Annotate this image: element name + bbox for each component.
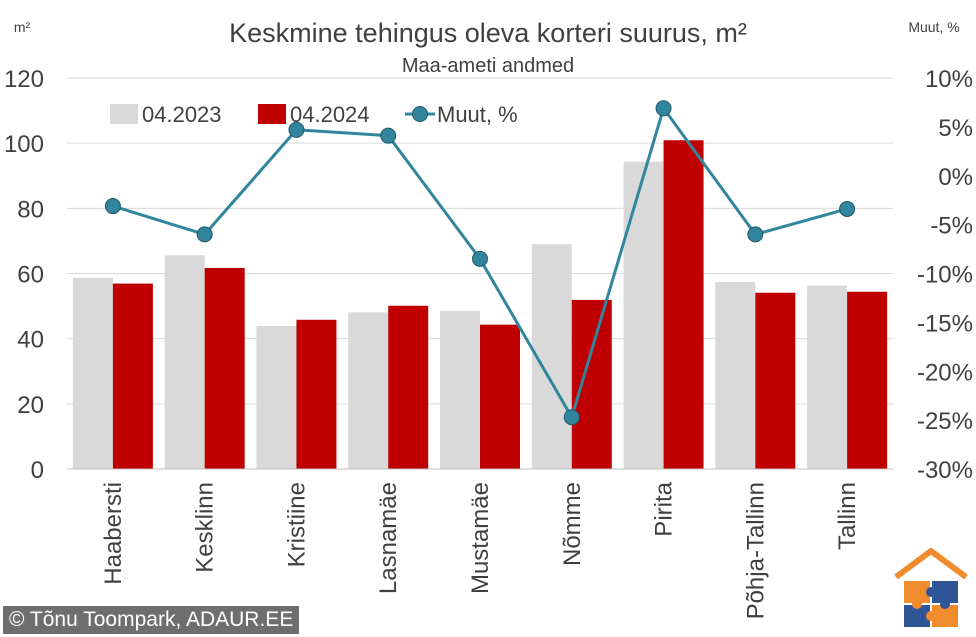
right-tick-label: -30% <box>917 457 973 484</box>
bar-2024-2 <box>296 319 337 469</box>
house-puzzle-logo <box>894 548 968 627</box>
right-tick-label: -10% <box>917 262 973 289</box>
bar-2023-4 <box>440 310 480 469</box>
bar-2024-0 <box>112 283 153 469</box>
bar-2023-5 <box>531 244 572 469</box>
bar-2024-1 <box>204 267 245 469</box>
change-point-2 <box>288 121 305 138</box>
change-point-0 <box>104 198 121 215</box>
bar-2023-2 <box>256 325 297 469</box>
legend-swatch-change-marker <box>412 106 428 122</box>
change-point-6 <box>655 100 672 117</box>
bar-2024-6 <box>663 140 704 469</box>
change-point-4 <box>472 250 488 267</box>
change-line-series <box>104 100 856 426</box>
chart-subtitle: Maa-ameti andmed <box>402 55 574 77</box>
change-point-1 <box>196 226 213 243</box>
bar-2023-8 <box>807 285 848 469</box>
legend-label-change: Muut, % <box>437 102 518 127</box>
right-tick-label: -15% <box>917 310 973 337</box>
category-label-5: Nõmme <box>559 482 586 566</box>
bar-2024-5 <box>571 299 612 469</box>
category-label-0: Haabersti <box>100 482 127 585</box>
bars <box>72 140 888 469</box>
category-label-6: Pirita <box>651 481 678 536</box>
left-tick-label: 120 <box>4 66 44 93</box>
category-labels: Haabersti Kesklinn Kristiine Lasnamäe Mustam… <box>100 481 861 619</box>
right-axis-ticks: -30% -25% -20% -15% -10% -5% 0% 5% 10% <box>917 66 973 484</box>
bar-2023-0 <box>72 277 113 469</box>
right-axis-unit: Muut, % <box>908 19 959 35</box>
left-tick-label: 40 <box>17 327 44 354</box>
category-label-2: Kristiine <box>283 482 310 567</box>
chart-title: Keskmine tehingus oleva korteri suurus, … <box>229 18 747 48</box>
right-tick-label: -20% <box>917 359 973 386</box>
category-label-7: Põhja-Tallinn <box>742 482 769 619</box>
left-tick-label: 20 <box>17 392 44 419</box>
category-label-4: Mustamäe <box>467 482 494 594</box>
category-label-8: Tallinn <box>834 482 861 550</box>
left-tick-label: 100 <box>4 131 44 158</box>
bar-2023-6 <box>623 161 664 469</box>
change-point-7 <box>747 226 764 243</box>
legend-swatch-2023 <box>110 104 138 124</box>
change-point-3 <box>380 127 397 144</box>
legend-label-2024: 04.2024 <box>290 102 370 127</box>
bar-2024-7 <box>755 292 796 469</box>
legend-swatch-2024 <box>258 104 286 124</box>
bar-2024-4 <box>480 324 520 469</box>
credit-badge: © Tõnu Toompark, ADAUR.EE <box>2 605 301 635</box>
legend: 04.2023 04.2024 Muut, % <box>110 102 518 127</box>
left-axis-ticks: 0 20 40 60 80 100 120 <box>4 66 44 484</box>
left-tick-label: 60 <box>17 262 44 289</box>
left-tick-label: 0 <box>31 457 44 484</box>
legend-label-2023: 04.2023 <box>142 102 222 127</box>
right-tick-label: 0% <box>938 164 973 191</box>
right-tick-label: 10% <box>925 66 973 93</box>
bar-2024-3 <box>388 305 429 469</box>
left-tick-label: 80 <box>17 196 44 223</box>
bar-2024-8 <box>847 291 888 469</box>
right-tick-label: 5% <box>938 115 973 142</box>
right-tick-label: -5% <box>930 213 973 240</box>
right-tick-label: -25% <box>917 408 973 435</box>
change-point-5 <box>563 409 580 426</box>
category-label-3: Lasnamäe <box>375 482 402 594</box>
bar-2023-3 <box>348 312 389 469</box>
change-point-8 <box>839 200 856 217</box>
bar-2023-7 <box>715 281 756 469</box>
category-label-1: Kesklinn <box>192 482 219 573</box>
left-axis-unit: m² <box>14 19 31 35</box>
bar-2023-1 <box>164 255 205 469</box>
